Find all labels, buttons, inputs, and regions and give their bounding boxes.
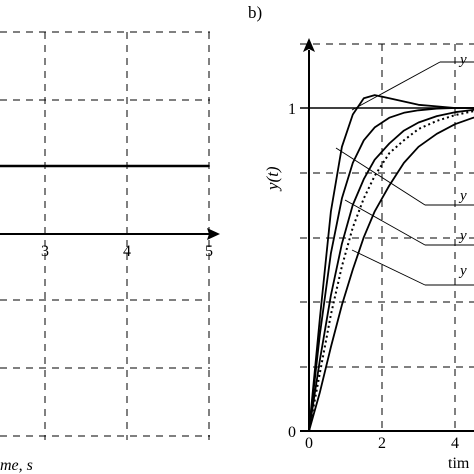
legend-leader-line (351, 249, 426, 286)
response-curve-dotted (308, 110, 474, 432)
right-x-tick-label: 4 (451, 435, 459, 452)
left-x-tick-label: 5 (205, 243, 213, 260)
response-curve (308, 94, 474, 432)
response-curve (308, 116, 474, 432)
panel-label-b: b) (248, 3, 262, 22)
legend-callouts: y y y y (335, 52, 474, 286)
legend-leader-line (351, 61, 441, 111)
left-x-axis-label: me, s (0, 457, 33, 474)
left-grid (0, 31, 210, 440)
right-x-tick-label: 0 (305, 435, 313, 452)
right-y-tick-label: 0 (288, 424, 296, 441)
right-axes (300, 38, 474, 432)
legend-label: y (458, 263, 467, 279)
right-panel: b) 0 2 4 0 1 y y y y y(t) tim (248, 3, 474, 472)
right-y-axis-arrow (303, 38, 315, 52)
y-axis-label: y(t) (263, 166, 282, 192)
right-tick-labels: 0 2 4 0 1 (288, 101, 459, 452)
left-x-tick-label: 3 (41, 243, 49, 260)
left-panel: 3 4 5 me, s (0, 31, 220, 474)
right-grid (300, 43, 474, 431)
response-curve (308, 108, 474, 432)
left-x-tick-label: 4 (123, 243, 131, 260)
response-curve (308, 107, 474, 432)
right-x-axis-label: tim (448, 455, 470, 472)
legend-label: y (458, 188, 467, 204)
legend-label: y (458, 52, 467, 68)
right-y-tick-label: 1 (288, 101, 296, 118)
left-x-axis-arrow (207, 228, 220, 240)
left-tick-labels: 3 4 5 (41, 243, 213, 260)
left-axes (0, 228, 220, 240)
legend-label: y (458, 228, 467, 244)
right-series (308, 94, 474, 432)
legend-leader-line (344, 199, 426, 246)
right-x-tick-label: 2 (378, 435, 386, 452)
legend-leader-line (335, 147, 426, 206)
